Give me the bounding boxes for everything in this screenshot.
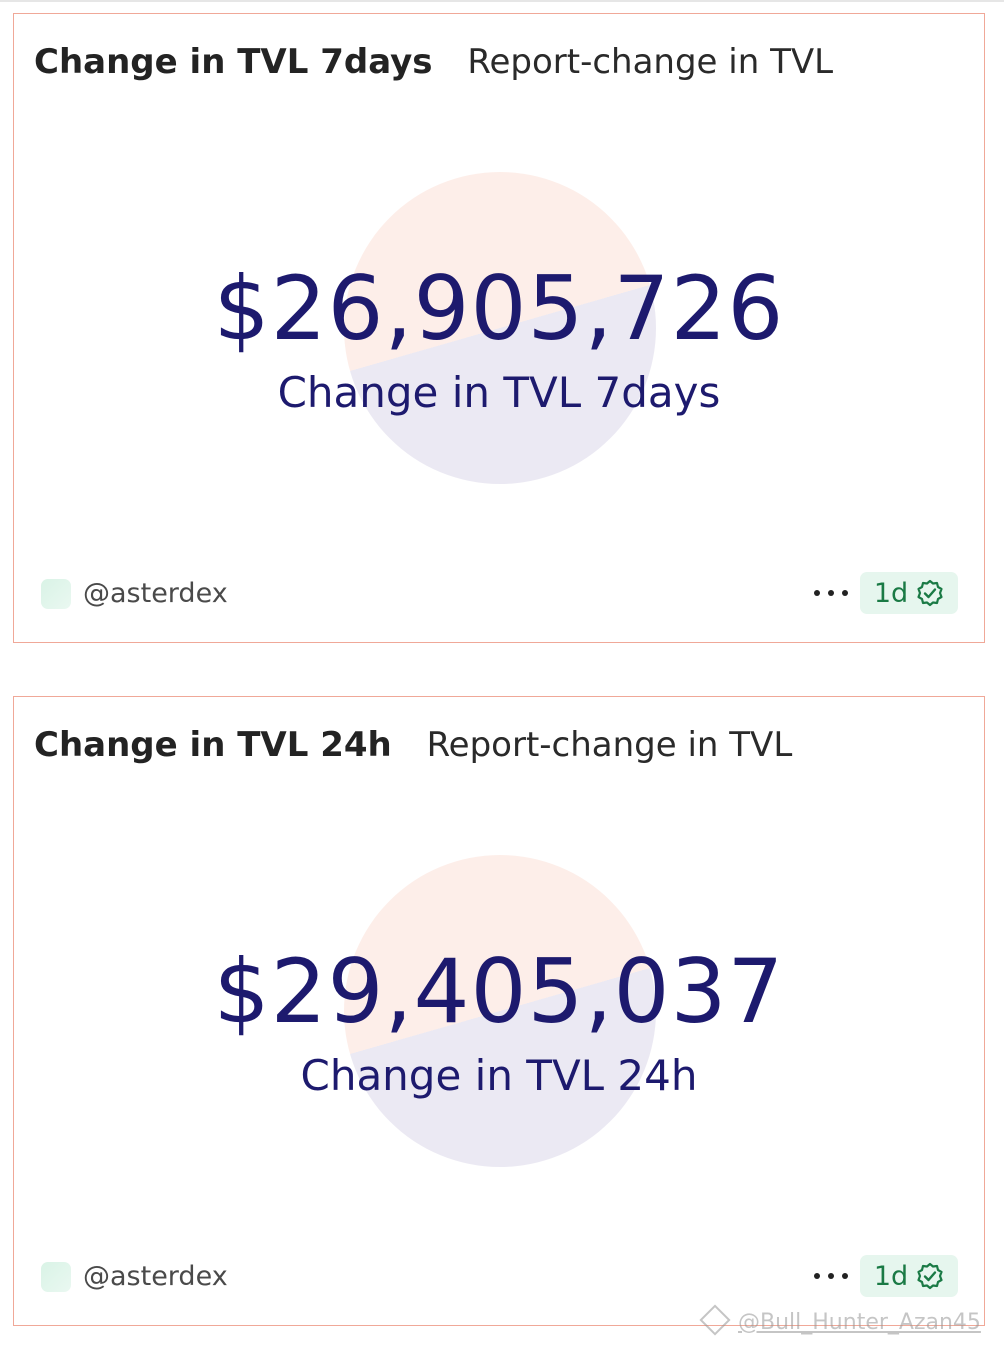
badge-label: 1d bbox=[873, 1260, 909, 1292]
metric-value: $26,905,726 bbox=[213, 257, 785, 360]
dot bbox=[842, 1273, 848, 1279]
avatar[interactable] bbox=[41, 579, 71, 609]
card-title: Change in TVL 7days bbox=[34, 42, 433, 82]
verified-check-icon bbox=[917, 579, 943, 607]
metric-label: Change in TVL 24h bbox=[300, 1051, 698, 1100]
more-options-icon[interactable] bbox=[814, 1261, 848, 1291]
card-title: Change in TVL 24h bbox=[34, 725, 392, 765]
widget-card-7days[interactable]: Change in TVL 7days Report-change in TVL… bbox=[13, 13, 985, 643]
card-subtitle: Report-change in TVL bbox=[426, 725, 793, 765]
dot bbox=[828, 1273, 834, 1279]
badge-label: 1d bbox=[873, 577, 909, 609]
dot bbox=[828, 590, 834, 596]
dot bbox=[842, 590, 848, 596]
widget-card-24h[interactable]: Change in TVL 24h Report-change in TVL $… bbox=[13, 696, 985, 1326]
binance-logo-icon bbox=[699, 1304, 731, 1336]
refresh-badge[interactable]: 1d bbox=[860, 572, 958, 614]
avatar[interactable] bbox=[41, 1262, 71, 1292]
author-handle[interactable]: @asterdex bbox=[83, 578, 228, 609]
refresh-badge[interactable]: 1d bbox=[860, 1255, 958, 1297]
more-options-icon[interactable] bbox=[814, 578, 848, 608]
metric-value: $29,405,037 bbox=[213, 940, 785, 1043]
watermark: @Bull_Hunter_Azan45 bbox=[699, 1304, 981, 1338]
metric-label: Change in TVL 7days bbox=[277, 368, 721, 417]
background-pie-graphic bbox=[344, 172, 656, 484]
watermark-text: @Bull_Hunter_Azan45 bbox=[738, 1310, 981, 1335]
top-divider bbox=[0, 0, 1004, 2]
background-pie-graphic bbox=[344, 855, 656, 1167]
card-subtitle: Report-change in TVL bbox=[467, 42, 834, 82]
card-header: Change in TVL 7days Report-change in TVL bbox=[34, 40, 833, 84]
card-header: Change in TVL 24h Report-change in TVL bbox=[34, 723, 792, 767]
verified-check-icon bbox=[917, 1262, 943, 1290]
dot bbox=[814, 590, 820, 596]
author-handle[interactable]: @asterdex bbox=[83, 1261, 228, 1292]
dot bbox=[814, 1273, 820, 1279]
